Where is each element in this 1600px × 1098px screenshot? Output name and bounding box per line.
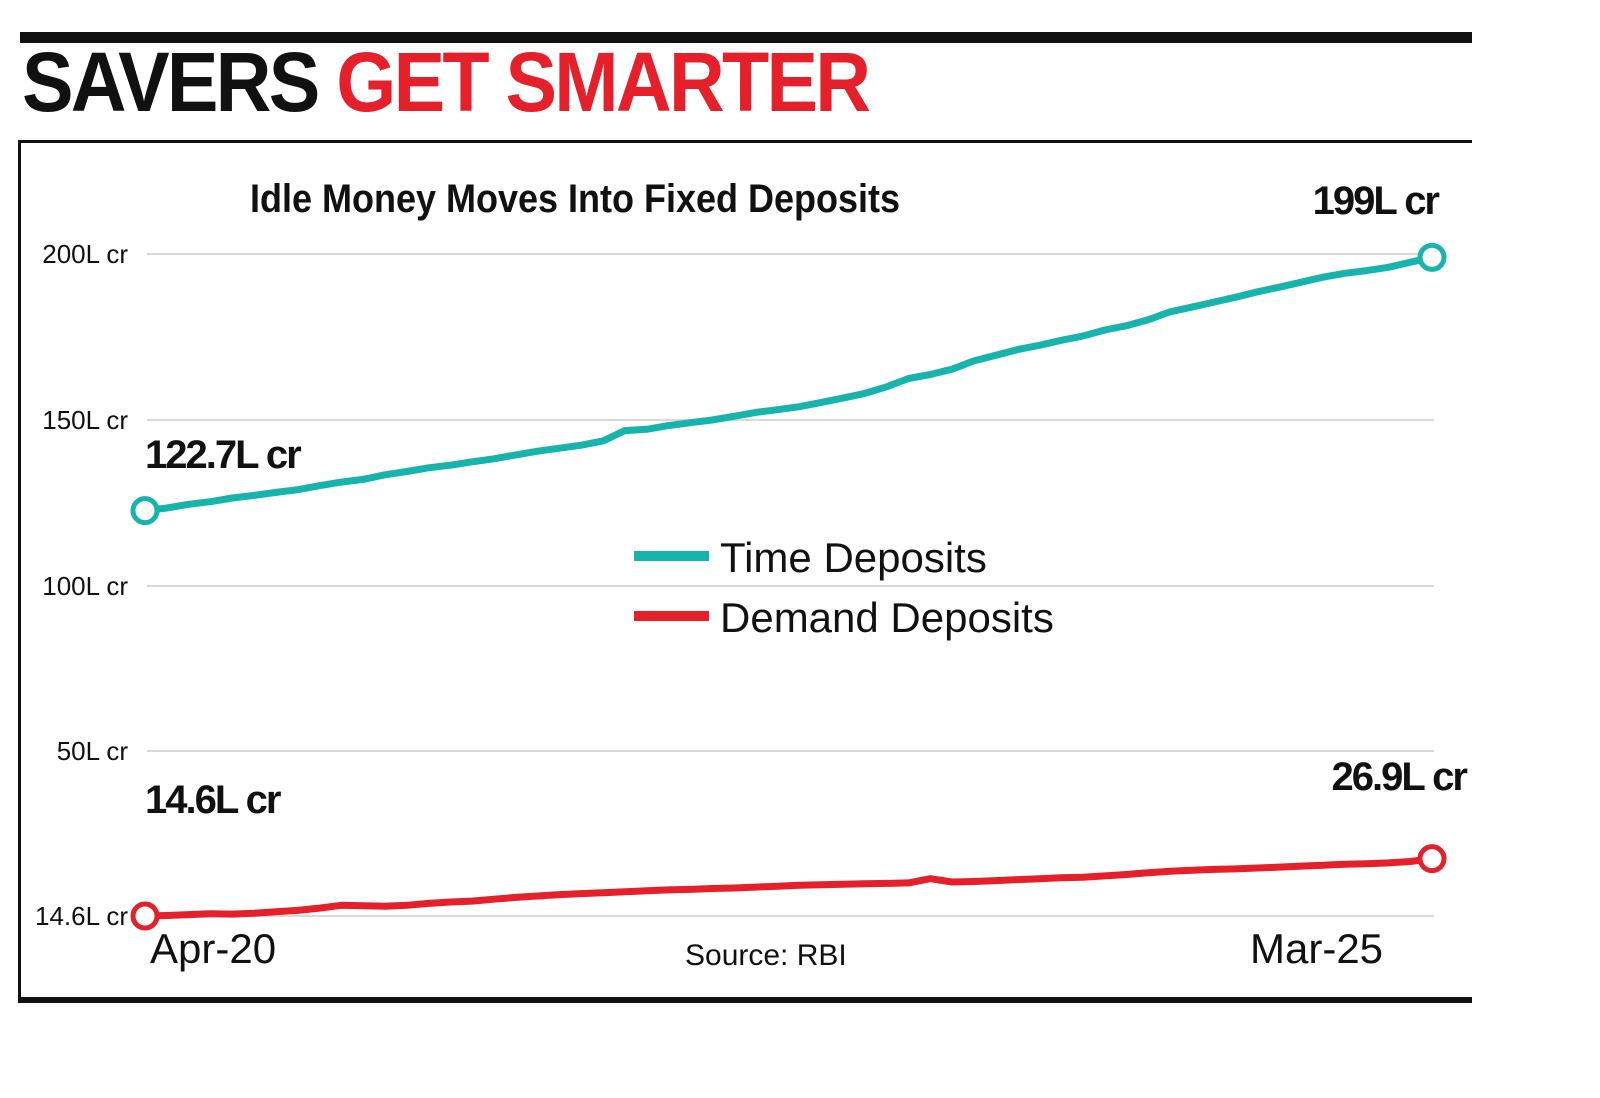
y-tick-label: 100L cr bbox=[42, 571, 128, 601]
series-start-marker bbox=[130, 496, 160, 526]
x-end-label: Mar-25 bbox=[1250, 925, 1383, 972]
series-layer: 122.7L cr 199L cr 14.6L cr 26.9L cr bbox=[130, 179, 1469, 931]
legend-swatch-demand bbox=[634, 611, 709, 621]
x-start-label: Apr-20 bbox=[150, 925, 276, 972]
gridlines bbox=[147, 253, 1434, 917]
headline: SAVERS GET SMARTER bbox=[22, 40, 871, 124]
source-label: Source: RBI bbox=[685, 939, 847, 972]
series-start-label: 122.7L cr bbox=[145, 433, 301, 477]
top-rule bbox=[20, 32, 1472, 43]
legend-label-time: Time Deposits bbox=[720, 534, 987, 581]
chart-title: Idle Money Moves Into Fixed Deposits bbox=[250, 177, 900, 221]
headline-part2: GET SMARTER bbox=[336, 35, 871, 129]
legend-label-demand: Demand Deposits bbox=[720, 594, 1054, 641]
series-start-marker bbox=[130, 901, 160, 931]
series-end-label: 26.9L cr bbox=[1332, 755, 1468, 799]
series-end-label: 199L cr bbox=[1313, 179, 1440, 223]
series-start-label: 14.6L cr bbox=[145, 778, 281, 822]
y-tick-label: 50L cr bbox=[57, 736, 129, 766]
headline-part1: SAVERS bbox=[22, 35, 320, 129]
series-line-time bbox=[141, 253, 1436, 515]
y-axis-ticks: 14.6L cr 50L cr 100L cr 150L cr 200L cr bbox=[35, 239, 128, 931]
frame-left-border bbox=[18, 140, 21, 1002]
frame-top-border bbox=[18, 140, 1472, 143]
y-tick-label: 150L cr bbox=[42, 405, 128, 435]
series-end-marker bbox=[1417, 844, 1447, 874]
legend: Time Deposits Demand Deposits bbox=[634, 534, 1054, 641]
frame-bottom-border bbox=[18, 997, 1472, 1003]
y-tick-label: 200L cr bbox=[42, 239, 128, 269]
series-end-marker bbox=[1417, 242, 1447, 272]
legend-swatch-time bbox=[634, 551, 709, 561]
series-line-demand bbox=[141, 855, 1436, 920]
y-tick-label: 14.6L cr bbox=[35, 901, 128, 931]
